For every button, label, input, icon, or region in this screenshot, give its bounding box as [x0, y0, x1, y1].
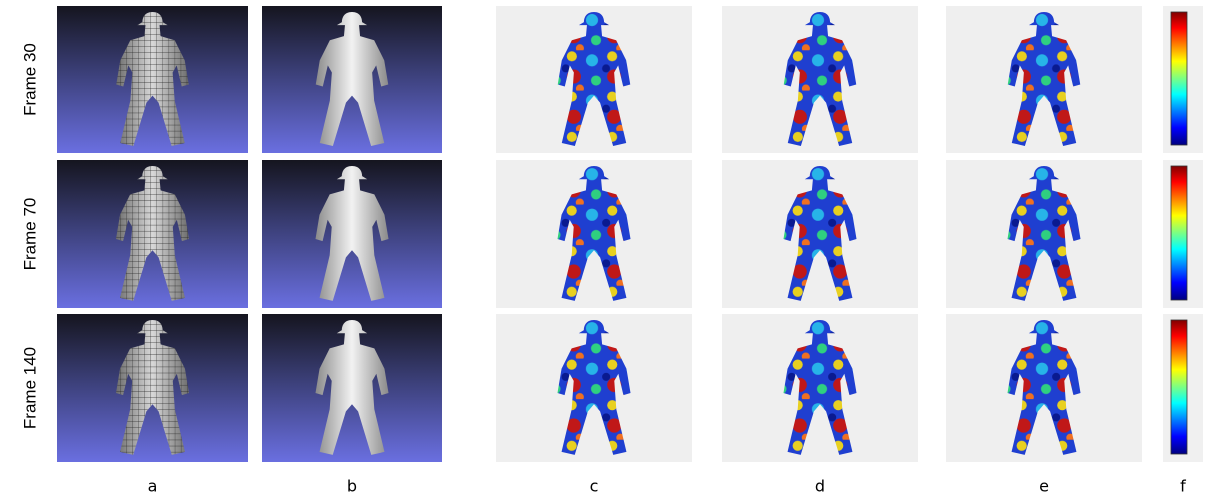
column-label: e — [1039, 477, 1049, 495]
row-label: Frame 140 — [20, 347, 39, 429]
column-label: a — [148, 477, 158, 495]
colorbar — [1170, 11, 1188, 146]
row-label: Frame 70 — [20, 198, 39, 271]
column-label: c — [590, 477, 599, 495]
column-label: f — [1180, 477, 1186, 495]
colorbar — [1170, 319, 1188, 455]
row-label: Frame 30 — [20, 43, 39, 116]
colorbar — [1170, 165, 1188, 301]
column-label: b — [347, 477, 357, 495]
column-label: d — [815, 477, 825, 495]
